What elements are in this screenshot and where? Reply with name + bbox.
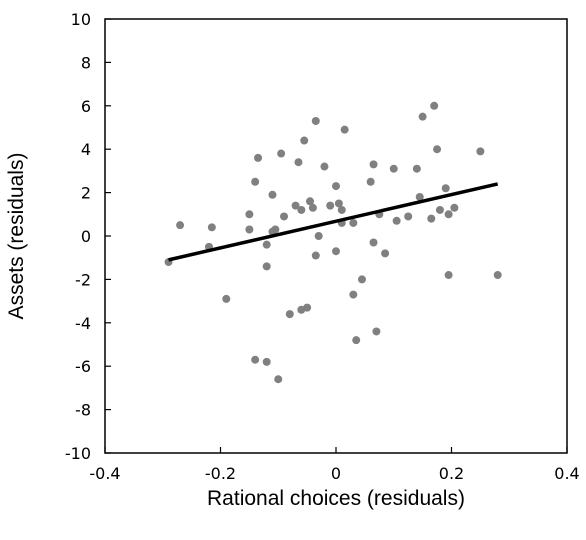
data-point xyxy=(300,136,309,145)
trend-line xyxy=(168,182,499,262)
x-tick-label: 0.2 xyxy=(439,464,464,483)
data-point xyxy=(222,294,231,303)
data-point xyxy=(262,262,271,271)
data-points xyxy=(164,101,502,384)
data-point xyxy=(450,203,459,212)
x-tick-label: 0.4 xyxy=(554,464,579,483)
data-point xyxy=(392,216,401,225)
y-tick-label: -4 xyxy=(75,314,91,333)
data-point xyxy=(308,203,317,212)
data-point xyxy=(271,225,280,234)
data-point xyxy=(326,201,335,210)
y-tick-label: -2 xyxy=(75,270,91,289)
data-point xyxy=(427,214,436,223)
data-point xyxy=(251,177,260,186)
data-point xyxy=(369,238,378,247)
x-tick-label: -0.4 xyxy=(89,464,120,483)
data-point xyxy=(369,160,378,169)
x-axis-ticks: -0.4 -0.2 0 0.2 0.4 xyxy=(89,447,580,483)
data-point xyxy=(381,249,390,258)
data-point xyxy=(320,162,329,171)
data-point xyxy=(311,116,320,125)
y-tick-label: 2 xyxy=(81,184,91,203)
data-point xyxy=(207,223,216,232)
y-tick-label: 0 xyxy=(81,227,91,246)
data-point xyxy=(291,201,300,210)
data-point xyxy=(262,357,271,366)
y-tick-label: -10 xyxy=(65,444,91,463)
data-point xyxy=(274,375,283,384)
data-point xyxy=(314,232,323,240)
data-point xyxy=(245,210,254,219)
data-point xyxy=(433,145,442,154)
data-point xyxy=(176,221,185,230)
data-point xyxy=(245,225,254,234)
data-point xyxy=(412,164,421,173)
data-point xyxy=(352,336,361,345)
data-point xyxy=(254,153,263,162)
x-tick-label: 0 xyxy=(331,464,341,483)
data-point xyxy=(337,205,346,214)
data-point xyxy=(311,251,320,260)
y-tick-label: 6 xyxy=(81,97,91,116)
data-point xyxy=(280,212,289,221)
data-point xyxy=(357,275,366,284)
data-point xyxy=(349,218,358,227)
data-point xyxy=(415,192,424,201)
data-point xyxy=(334,199,343,208)
y-tick-label: 10 xyxy=(71,10,91,29)
data-point xyxy=(349,290,358,299)
data-point xyxy=(251,355,260,364)
data-point xyxy=(285,310,294,319)
data-point xyxy=(389,164,398,173)
data-point xyxy=(476,147,485,156)
data-point xyxy=(303,303,312,312)
data-point xyxy=(297,205,306,214)
x-axis-title: Rational choices (residuals) xyxy=(207,487,465,510)
data-point xyxy=(418,112,427,121)
data-point xyxy=(366,177,375,186)
data-point xyxy=(372,327,381,336)
y-axis-title: Assets (residuals) xyxy=(5,153,28,320)
data-point xyxy=(435,205,444,214)
x-tick-label: -0.2 xyxy=(205,464,236,483)
data-point xyxy=(332,182,340,191)
data-point xyxy=(441,184,450,193)
data-point xyxy=(430,101,439,110)
y-axis-ticks: -10 -8 -6 -4 -2 0 2 4 6 8 10 xyxy=(65,10,111,463)
data-point xyxy=(404,212,413,221)
data-point xyxy=(277,149,286,158)
data-point xyxy=(268,190,277,199)
data-point xyxy=(444,210,453,219)
y-tick-label: 8 xyxy=(81,53,91,72)
y-tick-label: -8 xyxy=(75,401,91,420)
y-tick-label: 4 xyxy=(81,140,91,159)
data-point xyxy=(306,197,315,206)
data-point xyxy=(294,158,303,167)
data-point xyxy=(444,271,453,280)
y-tick-label: -6 xyxy=(75,357,91,376)
data-point xyxy=(262,240,271,249)
plot-frame xyxy=(104,18,568,454)
data-point xyxy=(340,125,349,134)
data-point xyxy=(493,271,502,280)
data-point xyxy=(332,247,340,256)
